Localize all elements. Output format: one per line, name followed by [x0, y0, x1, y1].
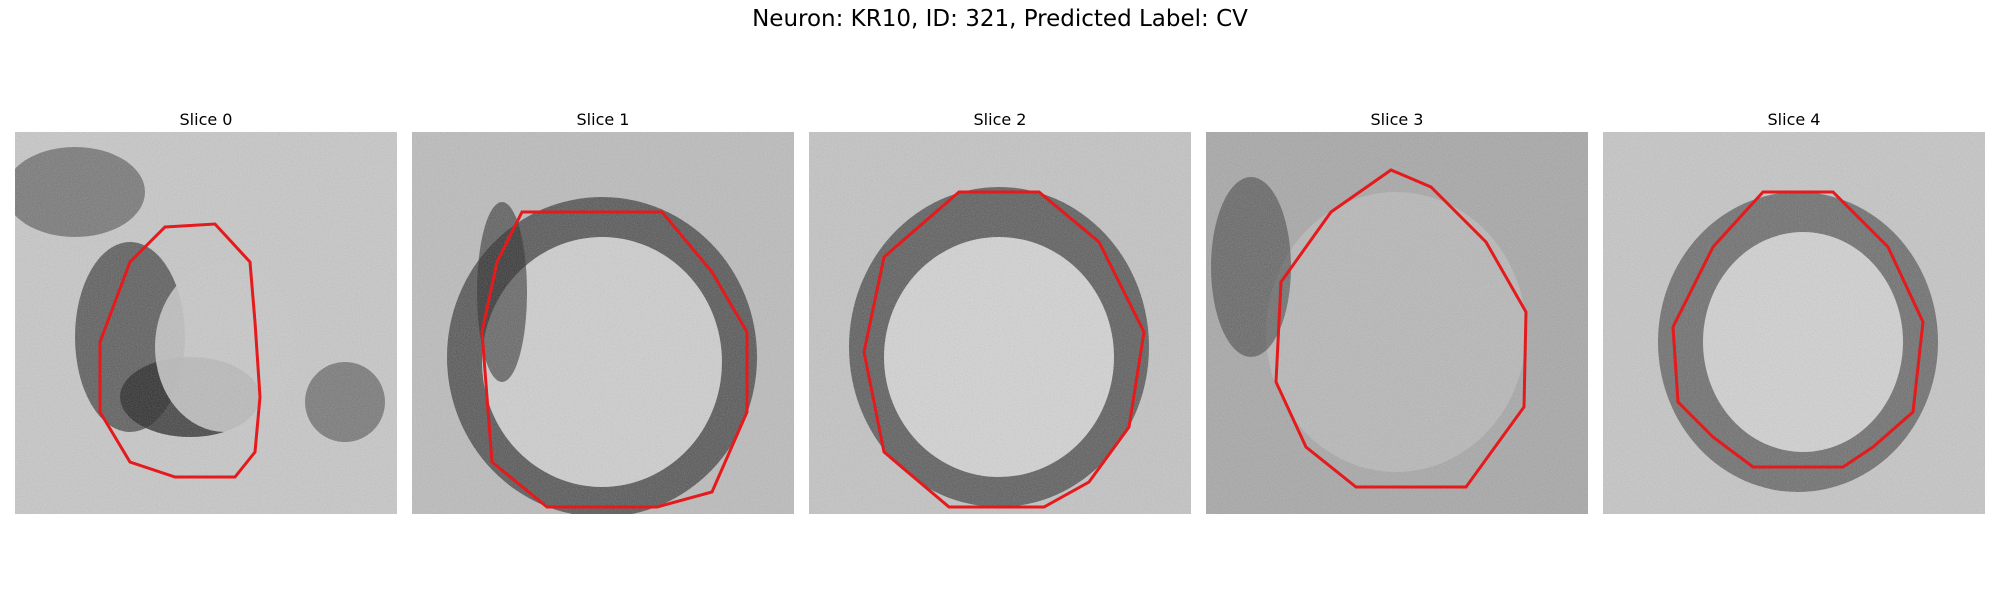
slice-title: Slice 1 [576, 110, 630, 129]
slice-panel-1: Slice 1 [412, 108, 794, 514]
slice-title: Slice 3 [1370, 110, 1424, 129]
slice-panel-3: Slice 3 [1206, 108, 1588, 514]
slice-image-2 [809, 132, 1191, 514]
slice-image-3 [1206, 132, 1588, 514]
slice-title: Slice 4 [1767, 110, 1821, 129]
cell-contour [480, 210, 749, 509]
cell-contour [98, 222, 262, 479]
figure-title: Neuron: KR10, ID: 321, Predicted Label: … [752, 6, 1248, 32]
slice-image-0 [15, 132, 397, 514]
slice-image-1 [412, 132, 794, 514]
cell-contour [1671, 190, 1925, 469]
slice-panel-4: Slice 4 [1603, 108, 1985, 514]
cell-contour [862, 190, 1146, 509]
slice-title: Slice 0 [179, 110, 233, 129]
slice-title: Slice 2 [973, 110, 1027, 129]
slice-panel-0: Slice 0 [15, 108, 397, 514]
slice-panel-2: Slice 2 [809, 108, 1191, 514]
cell-contour [1274, 168, 1528, 489]
slice-image-4 [1603, 132, 1985, 514]
